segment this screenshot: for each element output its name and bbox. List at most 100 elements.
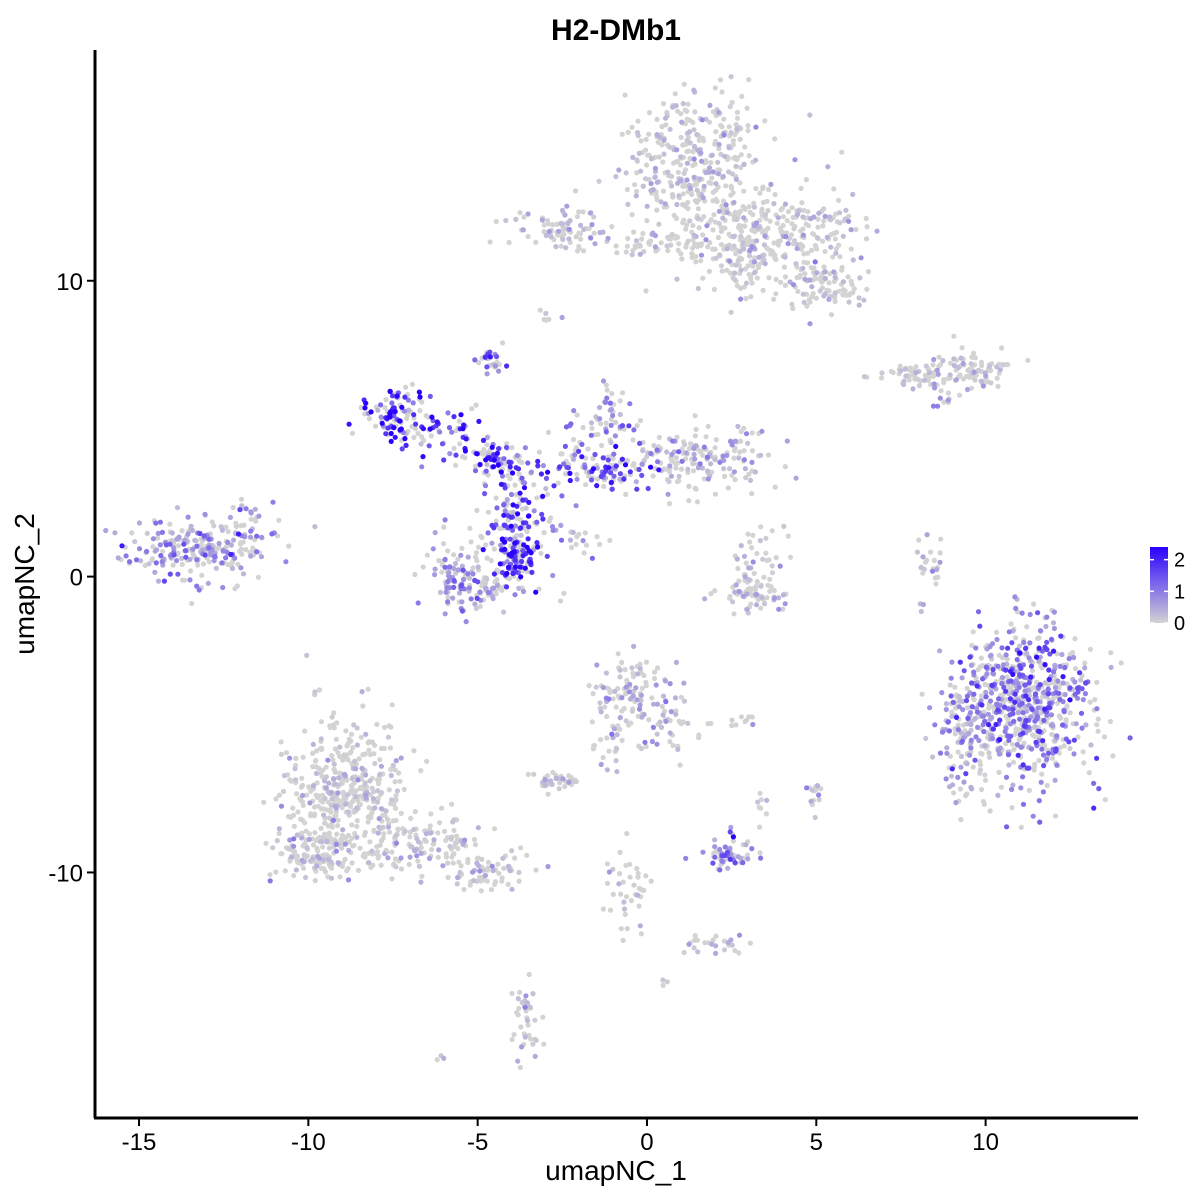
cell-point: [540, 516, 546, 522]
cell-point: [983, 689, 989, 695]
cell-point: [716, 109, 722, 115]
cell-point: [746, 153, 752, 159]
cell-point: [1012, 699, 1018, 705]
cell-point: [681, 680, 687, 686]
cell-point: [728, 74, 734, 80]
cell-point: [276, 826, 282, 832]
cell-point: [960, 360, 966, 367]
cell-point: [1013, 635, 1019, 641]
cell-point: [393, 833, 399, 839]
cell-point: [520, 227, 526, 233]
cell-point: [963, 771, 969, 777]
cell-point: [732, 589, 738, 595]
cell-point: [685, 466, 691, 472]
cell-point: [964, 386, 971, 393]
cell-point: [1072, 679, 1078, 685]
cell-point: [613, 443, 619, 449]
cell-point: [683, 244, 689, 250]
cell-point: [320, 806, 326, 812]
cell-point: [411, 848, 418, 854]
cell-point: [604, 735, 610, 741]
cell-point: [580, 209, 586, 215]
cell-point: [420, 564, 426, 570]
cell-point: [323, 785, 329, 791]
cell-point: [978, 655, 985, 661]
cell-point: [972, 377, 978, 383]
cell-point: [1024, 765, 1030, 771]
cell-point: [948, 675, 954, 681]
cell-point: [693, 233, 699, 240]
cell-point: [959, 738, 965, 745]
cell-point: [612, 433, 619, 439]
cell-point: [1086, 770, 1092, 776]
cell-point: [407, 854, 413, 860]
cell-point: [717, 252, 723, 258]
cell-point: [810, 231, 816, 237]
cell-point: [354, 834, 360, 840]
cell-point: [220, 548, 226, 554]
cell-point: [449, 801, 455, 807]
cell-point: [617, 476, 623, 482]
cell-point: [769, 570, 776, 576]
cell-point: [205, 580, 211, 587]
cell-point: [957, 372, 963, 378]
cell-point: [562, 471, 569, 477]
cell-point: [634, 486, 640, 492]
cell-point: [977, 623, 983, 629]
cell-point: [738, 296, 744, 302]
cell-point: [480, 437, 487, 443]
cell-point: [989, 641, 996, 647]
cell-point: [292, 766, 298, 772]
cell-point: [1005, 752, 1012, 758]
cell-point: [726, 231, 732, 237]
cell-point: [716, 208, 723, 214]
cell-point: [419, 464, 425, 470]
cell-point: [705, 476, 711, 482]
cell-point: [274, 838, 280, 844]
cell-point: [533, 1037, 539, 1043]
cell-point: [839, 267, 845, 273]
cell-point: [553, 775, 559, 782]
cell-point: [937, 750, 944, 756]
cell-point: [344, 743, 350, 749]
cell-point: [388, 724, 394, 730]
colorbar-gradient: [1150, 547, 1168, 623]
cell-point: [1034, 654, 1040, 660]
cell-point: [693, 242, 699, 248]
cell-point: [449, 429, 455, 435]
cell-point: [734, 109, 741, 115]
cell-point: [615, 651, 621, 657]
cell-point: [785, 209, 792, 215]
cell-point: [982, 742, 988, 749]
cell-point: [613, 419, 619, 426]
cell-point: [389, 702, 395, 708]
cell-point: [840, 233, 846, 239]
cell-point: [591, 214, 597, 220]
cell-point: [494, 450, 500, 456]
cell-point: [519, 558, 525, 565]
cell-point: [619, 423, 626, 429]
cell-point: [817, 288, 823, 294]
cell-point: [232, 555, 238, 561]
cell-point: [1032, 733, 1038, 740]
cell-point: [439, 569, 445, 575]
cell-point: [489, 863, 495, 869]
cell-point: [986, 705, 992, 711]
cell-point: [970, 764, 976, 770]
cell-point: [273, 869, 279, 875]
cell-point: [512, 540, 518, 546]
cell-point: [539, 511, 545, 517]
cell-point: [496, 368, 502, 374]
cell-point: [667, 738, 673, 745]
cell-point: [1012, 691, 1018, 697]
cell-point: [243, 547, 249, 553]
cell-point: [450, 595, 456, 601]
cell-point: [667, 469, 673, 475]
cell-point: [1102, 797, 1108, 803]
cell-point: [1060, 674, 1066, 680]
cell-point: [543, 475, 550, 481]
cell-point: [678, 694, 685, 700]
cell-point: [230, 504, 236, 511]
cell-point: [408, 815, 414, 821]
cell-point: [734, 126, 740, 132]
